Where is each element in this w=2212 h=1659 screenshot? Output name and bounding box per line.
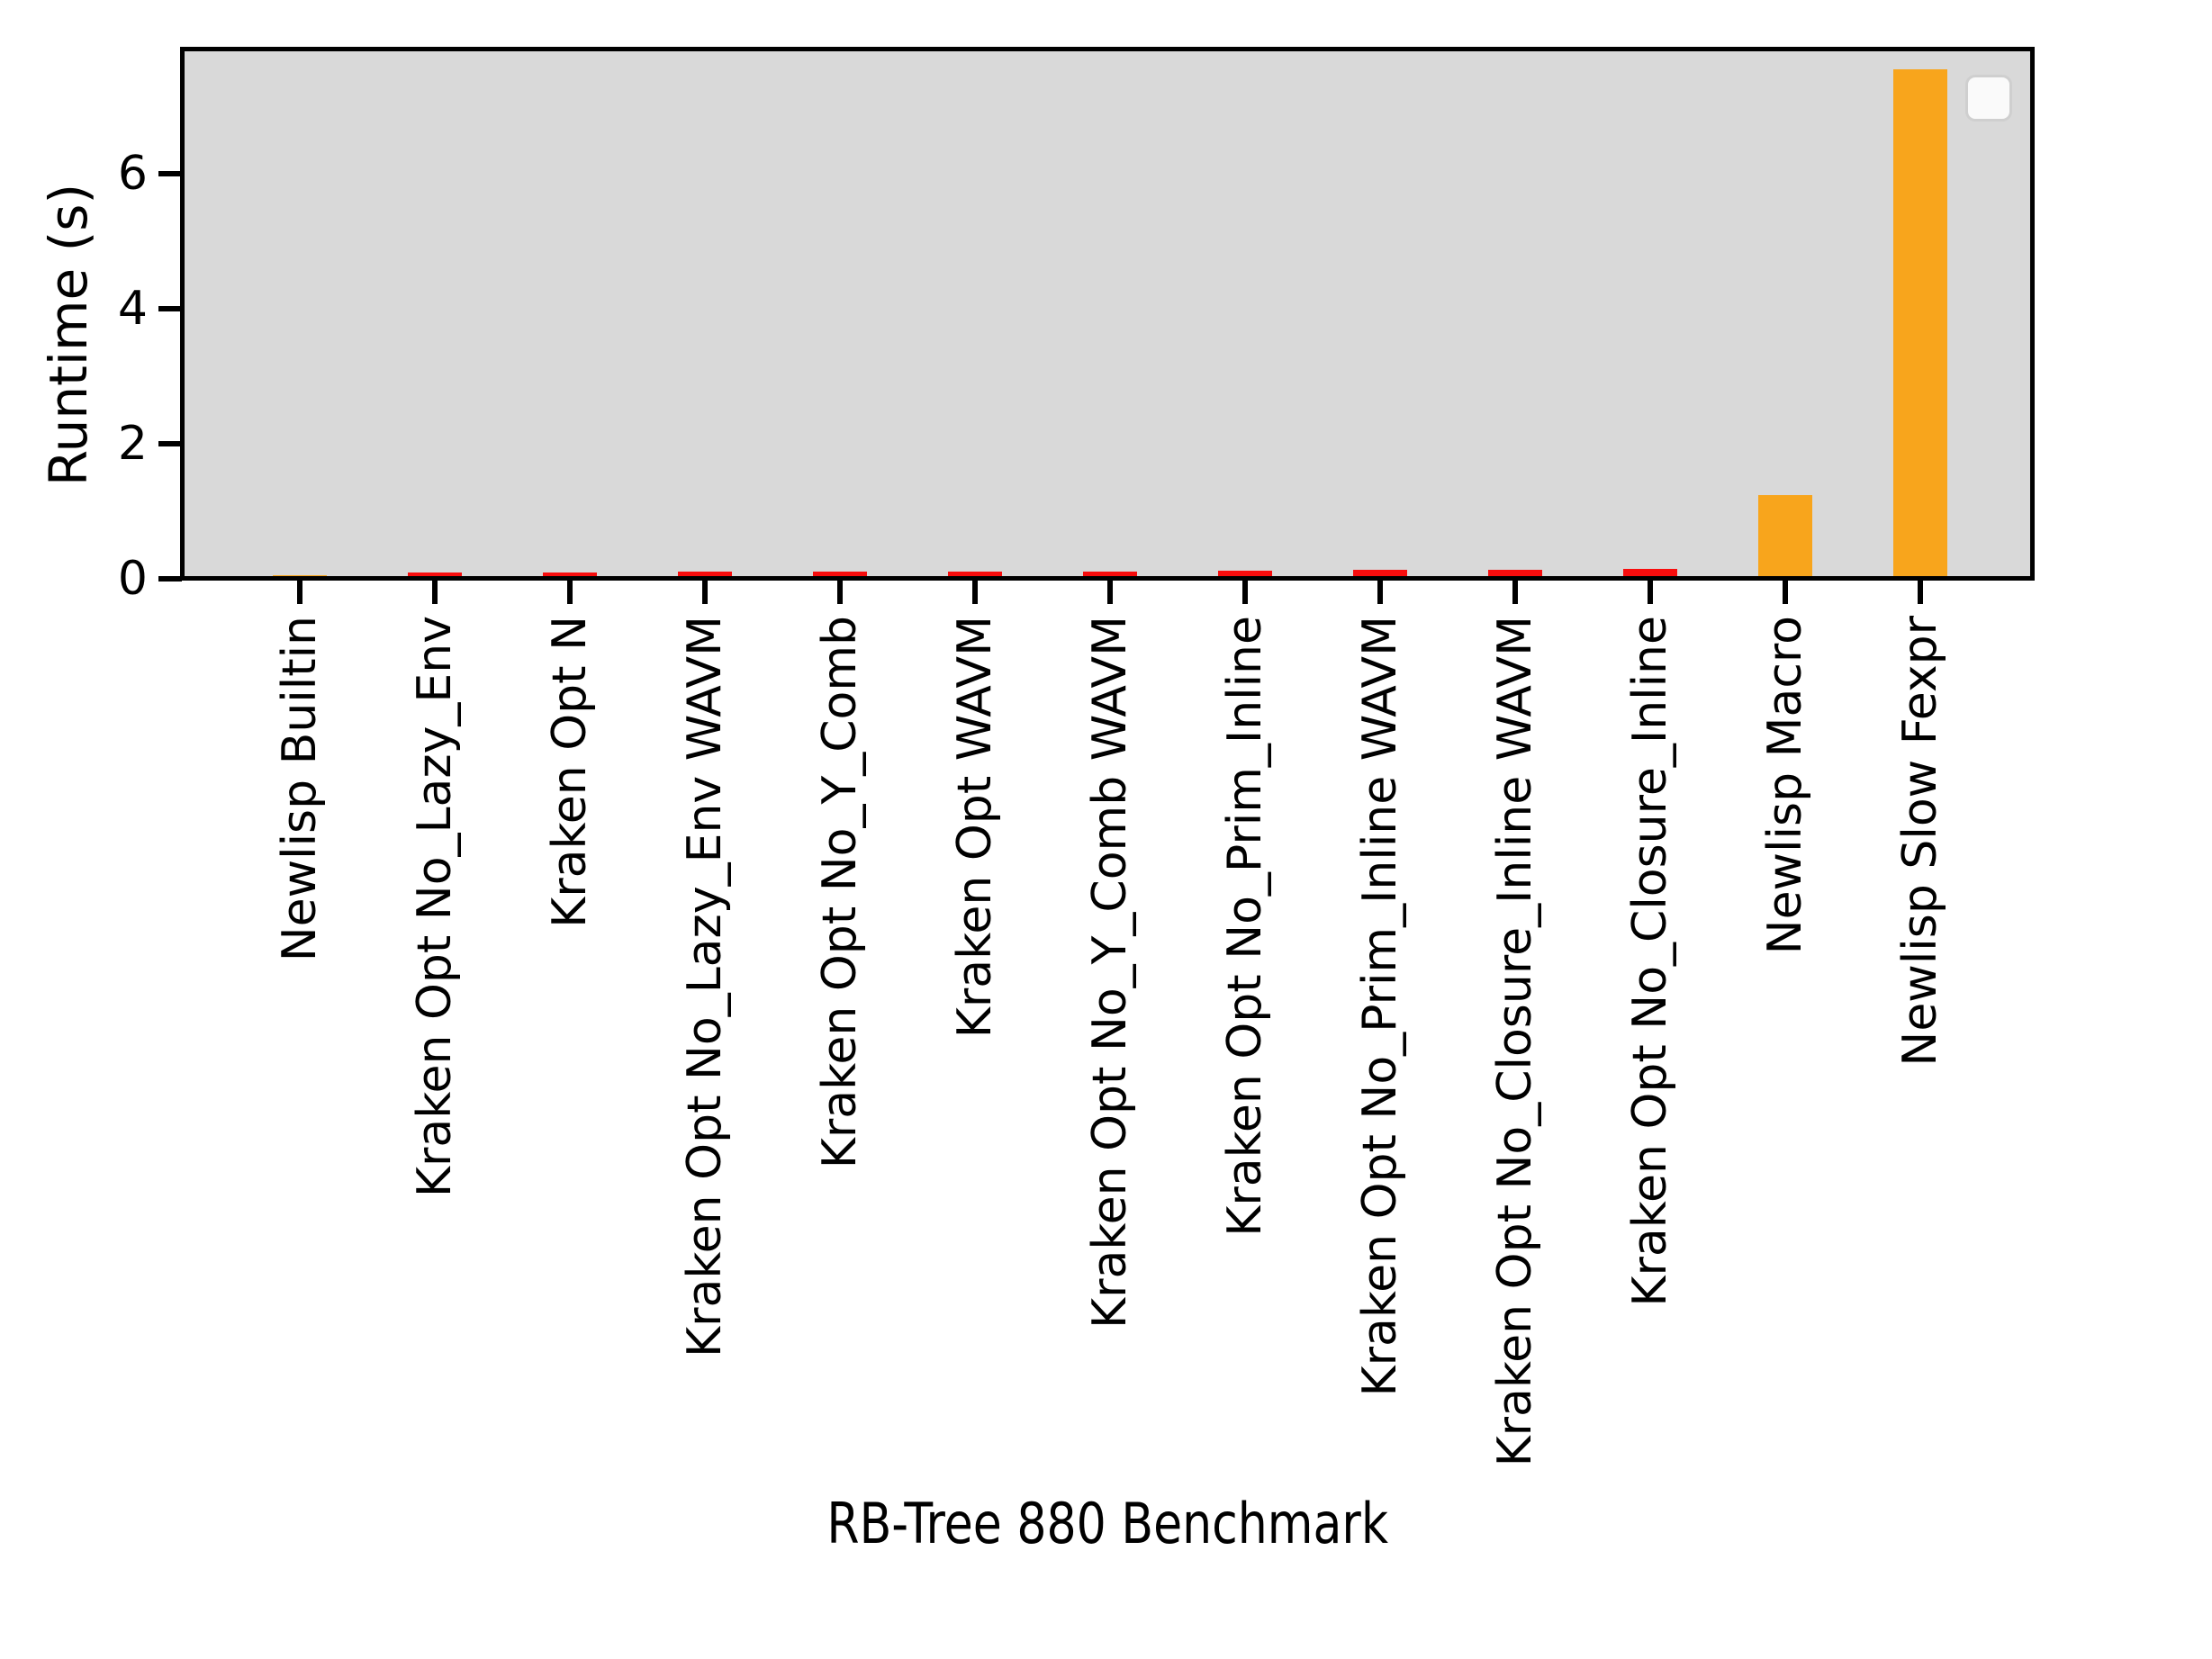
bar-kraken-opt-no-closure-inline: [1623, 569, 1677, 576]
x-axis-label-wrap: RB-Tree 880 Benchmark: [180, 1492, 2035, 1555]
x-tick-label-kraken-opt-no-y-comb: Kraken Opt No_Y_Comb: [813, 616, 867, 1169]
x-tick-label-kraken-opt-no-lazy-env-wavm: Kraken Opt No_Lazy_Env WAVM: [678, 616, 732, 1357]
y-tick-mark-0: [158, 576, 182, 582]
bar-newlisp-macro: [1758, 495, 1812, 576]
x-tick-mark-kraken-opt-no-lazy-env: [432, 581, 438, 604]
x-tick-mark-kraken-opt-no-closure-inline: [1648, 581, 1653, 604]
x-tick-mark-kraken-opt-n: [567, 581, 573, 604]
x-tick-mark-kraken-opt-no-prim-inline: [1242, 581, 1248, 604]
y-tick-label-2: 2: [117, 417, 148, 471]
bar-newlisp-slow-fexpr: [1893, 69, 1947, 576]
y-tick-mark-4: [158, 306, 182, 311]
bar-kraken-opt-no-y-comb-wavm: [1083, 572, 1137, 576]
legend-box: [1965, 75, 2012, 122]
x-tick-mark-kraken-opt-no-y-comb-wavm: [1107, 581, 1113, 604]
x-tick-label-kraken-opt-no-prim-inline: Kraken Opt No_Prim_Inline: [1218, 616, 1272, 1237]
x-tick-label-newlisp-macro: Newlisp Macro: [1758, 616, 1812, 955]
x-tick-label-kraken-opt-no-closure-inline-wavm: Kraken Opt No_Closure_Inline WAVM: [1488, 616, 1542, 1467]
plot-area: [180, 47, 2035, 581]
bar-kraken-opt-no-prim-inline-wavm: [1353, 570, 1407, 576]
x-tick-label-kraken-opt-no-lazy-env: Kraken Opt No_Lazy_Env: [408, 616, 462, 1198]
x-tick-label-newlisp-slow-fexpr: Newlisp Slow Fexpr: [1893, 616, 1947, 1067]
bar-kraken-opt-n: [543, 573, 597, 576]
x-tick-mark-newlisp-macro: [1783, 581, 1788, 604]
bar-kraken-opt-no-prim-inline: [1218, 571, 1272, 576]
x-axis-label: RB-Tree 880 Benchmark: [826, 1491, 1388, 1556]
y-tick-label-4: 4: [117, 282, 148, 336]
x-tick-mark-kraken-opt-wavm: [972, 581, 978, 604]
x-tick-mark-newlisp-slow-fexpr: [1918, 581, 1923, 604]
bar-kraken-opt-no-y-comb: [813, 572, 867, 576]
x-tick-mark-newlisp-builtin: [297, 581, 302, 604]
x-tick-label-kraken-opt-no-closure-inline: Kraken Opt No_Closure_Inline: [1623, 616, 1677, 1307]
x-tick-mark-kraken-opt-no-closure-inline-wavm: [1512, 581, 1518, 604]
x-tick-label-kraken-opt-n: Kraken Opt N: [543, 616, 597, 928]
x-tick-mark-kraken-opt-no-lazy-env-wavm: [702, 581, 708, 604]
y-tick-mark-6: [158, 171, 182, 176]
y-tick-label-0: 0: [117, 552, 148, 606]
x-tick-mark-kraken-opt-no-prim-inline-wavm: [1377, 581, 1383, 604]
bar-kraken-opt-no-lazy-env: [408, 573, 462, 576]
bar-kraken-opt-no-lazy-env-wavm: [678, 572, 732, 576]
y-tick-mark-2: [158, 441, 182, 446]
x-tick-mark-kraken-opt-no-y-comb: [837, 581, 843, 604]
x-tick-label-newlisp-builtin: Newlisp Builtin: [273, 616, 327, 962]
x-tick-label-kraken-opt-wavm: Kraken Opt WAVM: [948, 616, 1002, 1039]
bar-kraken-opt-no-closure-inline-wavm: [1488, 570, 1542, 576]
y-tick-label-6: 6: [117, 147, 148, 201]
x-tick-label-kraken-opt-no-prim-inline-wavm: Kraken Opt No_Prim_Inline WAVM: [1353, 616, 1407, 1397]
x-tick-label-kraken-opt-no-y-comb-wavm: Kraken Opt No_Y_Comb WAVM: [1083, 616, 1137, 1329]
bar-kraken-opt-wavm: [948, 572, 1002, 576]
bar-newlisp-builtin: [273, 575, 327, 576]
